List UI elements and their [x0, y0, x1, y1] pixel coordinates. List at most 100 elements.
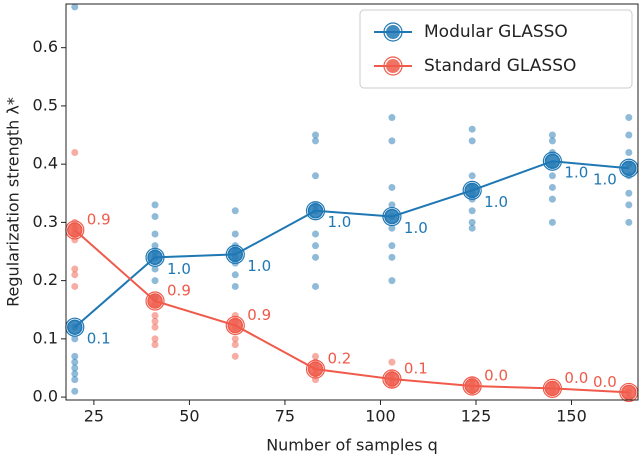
run-point — [231, 335, 239, 343]
point-label: 0.0 — [484, 367, 508, 385]
point-label: 0.1 — [404, 360, 428, 378]
run-point — [231, 271, 239, 279]
run-point — [312, 137, 320, 145]
mean-point-ring — [382, 206, 402, 227]
run-point — [231, 312, 239, 320]
x-tick-label: 50 — [179, 407, 199, 426]
mean-point — [464, 378, 480, 394]
series-line — [74, 160, 629, 328]
point-label: 0.2 — [328, 350, 352, 368]
run-point — [548, 172, 556, 180]
run-point — [151, 317, 159, 325]
run-point — [468, 172, 476, 180]
run-point — [71, 364, 79, 372]
point-label: 0.9 — [87, 210, 111, 228]
mean-point — [227, 246, 244, 263]
mean-point — [307, 202, 324, 219]
run-point — [151, 312, 159, 320]
mean-point — [384, 208, 400, 225]
mean-point-ring — [145, 247, 165, 267]
y-tick-label: 0.6 — [33, 37, 58, 56]
run-point — [388, 358, 396, 366]
run-point — [71, 387, 79, 395]
run-point — [231, 282, 239, 290]
y-tick-label: 0.5 — [33, 95, 58, 114]
mean-point — [67, 222, 83, 238]
mean-point-ring — [225, 244, 245, 265]
series-line — [74, 229, 629, 394]
legend-marker-ring — [383, 22, 403, 42]
point-label: 0.0 — [593, 373, 617, 391]
run-point — [625, 218, 633, 226]
run-point — [151, 213, 159, 221]
run-point — [71, 271, 79, 279]
point-label: 1.0 — [404, 219, 428, 237]
run-point — [71, 236, 79, 244]
y-tick-label: 0.2 — [33, 270, 58, 289]
run-point — [468, 137, 476, 145]
run-point — [388, 201, 396, 209]
run-point — [312, 376, 320, 384]
x-tick-label: 25 — [84, 407, 104, 426]
run-point — [388, 224, 396, 232]
point-label: 1.0 — [484, 193, 508, 211]
run-point — [548, 131, 556, 139]
run-point — [625, 131, 633, 139]
point-label: 0.9 — [247, 306, 271, 324]
run-point — [151, 201, 159, 209]
run-point — [625, 189, 633, 197]
mean-point — [307, 361, 324, 377]
x-tick-label: 125 — [461, 407, 492, 426]
mean-point — [227, 317, 244, 334]
mean-point — [464, 182, 480, 199]
point-label: 1.0 — [328, 213, 352, 231]
run-point — [71, 370, 79, 378]
legend-marker-ring — [383, 56, 403, 76]
run-point — [468, 125, 476, 133]
point-label: 0.9 — [167, 282, 191, 300]
legend-box — [359, 9, 633, 89]
legend-marker — [386, 59, 400, 73]
run-point — [71, 376, 79, 384]
run-point — [625, 114, 633, 122]
run-point — [231, 207, 239, 215]
run-point — [388, 137, 396, 145]
run-point — [231, 352, 239, 360]
run-point — [71, 3, 79, 11]
mean-point — [147, 249, 163, 266]
run-point — [312, 242, 320, 250]
run-point — [548, 195, 556, 203]
point-label: 1.0 — [564, 164, 588, 182]
mean-point-ring — [145, 291, 165, 311]
x-tick-label: 100 — [365, 407, 396, 426]
run-point — [625, 149, 633, 156]
y-axis-label: Regularization strength λ* — [4, 97, 23, 307]
run-point — [625, 201, 633, 209]
run-point — [312, 131, 320, 139]
run-point — [468, 207, 476, 215]
run-point — [151, 335, 159, 343]
run-point — [312, 282, 320, 290]
run-point — [151, 242, 159, 250]
mean-point-ring — [305, 201, 326, 221]
y-tick-label: 0.1 — [33, 328, 58, 347]
legend: Modular GLASSO Standard GLASSO — [359, 9, 633, 89]
point-label: 1.0 — [593, 171, 617, 189]
mean-point — [384, 371, 400, 387]
run-point — [71, 149, 79, 156]
mean-point — [67, 319, 83, 335]
run-point — [312, 253, 320, 261]
run-point — [312, 172, 320, 180]
x-axis-label: Number of samples q — [266, 436, 438, 455]
run-point — [231, 341, 239, 349]
mean-point-ring — [225, 315, 245, 336]
legend-label: Modular GLASSO — [424, 22, 568, 42]
run-point — [151, 265, 159, 273]
run-point — [71, 352, 79, 360]
point-label: 0.0 — [564, 369, 588, 387]
run-point — [312, 230, 320, 238]
point-label: 1.0 — [247, 257, 271, 275]
run-point — [151, 323, 159, 331]
run-point — [151, 341, 159, 349]
